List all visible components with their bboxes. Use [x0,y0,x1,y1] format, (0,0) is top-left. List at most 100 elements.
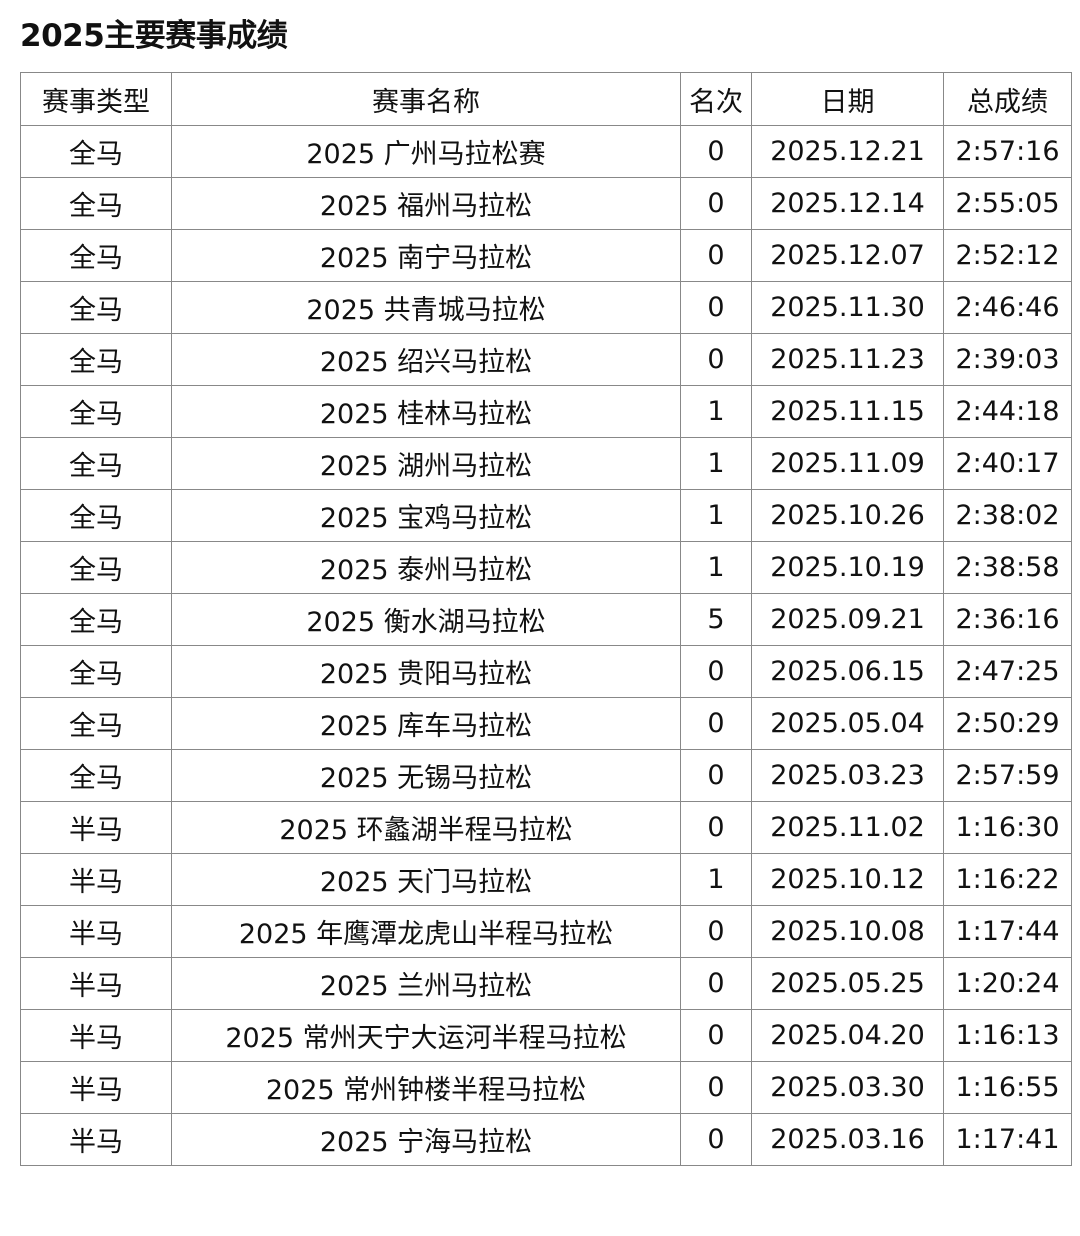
cell-date: 2025.06.15 [751,645,944,698]
column-header-date: 日期 [751,72,944,126]
cell-date: 2025.10.26 [751,489,944,542]
cell-race-type: 全马 [20,749,172,802]
cell-total-time: 2:47:25 [943,645,1072,698]
cell-race-type: 全马 [20,437,172,490]
table-row: 全马 2025 贵阳马拉松 0 2025.06.15 2:47:25 [20,645,1072,698]
cell-race-name: 2025 宁海马拉松 [171,1113,681,1166]
cell-total-time: 1:16:13 [943,1009,1072,1062]
table-row: 全马 2025 衡水湖马拉松 5 2025.09.21 2:36:16 [20,593,1072,646]
cell-race-type: 全马 [20,229,172,282]
cell-date: 2025.03.23 [751,749,944,802]
table-header-row: 赛事类型 赛事名称 名次 日期 总成绩 [20,72,1072,126]
cell-race-type: 半马 [20,957,172,1010]
table-row: 全马 2025 宝鸡马拉松 1 2025.10.26 2:38:02 [20,489,1072,542]
table-row: 全马 2025 泰州马拉松 1 2025.10.19 2:38:58 [20,541,1072,594]
cell-date: 2025.12.21 [751,125,944,178]
cell-rank: 0 [680,957,752,1010]
table-row: 半马 2025 兰州马拉松 0 2025.05.25 1:20:24 [20,957,1072,1010]
cell-date: 2025.12.07 [751,229,944,282]
cell-total-time: 2:39:03 [943,333,1072,386]
cell-race-type: 全马 [20,177,172,230]
cell-total-time: 2:50:29 [943,697,1072,750]
table-row: 全马 2025 无锡马拉松 0 2025.03.23 2:57:59 [20,749,1072,802]
cell-race-type: 全马 [20,697,172,750]
cell-race-type: 全马 [20,281,172,334]
table-row: 全马 2025 共青城马拉松 0 2025.11.30 2:46:46 [20,281,1072,334]
table-row: 半马 2025 环蠡湖半程马拉松 0 2025.11.02 1:16:30 [20,801,1072,854]
page-title: 2025主要赛事成绩 [20,18,288,54]
cell-total-time: 1:16:22 [943,853,1072,906]
cell-date: 2025.12.14 [751,177,944,230]
cell-rank: 5 [680,593,752,646]
cell-rank: 1 [680,437,752,490]
cell-race-name: 2025 广州马拉松赛 [171,125,681,178]
cell-race-name: 2025 湖州马拉松 [171,437,681,490]
cell-rank: 0 [680,645,752,698]
cell-rank: 0 [680,177,752,230]
cell-race-type: 全马 [20,489,172,542]
cell-race-name: 2025 兰州马拉松 [171,957,681,1010]
cell-total-time: 1:17:41 [943,1113,1072,1166]
table-row: 半马 2025 常州钟楼半程马拉松 0 2025.03.30 1:16:55 [20,1061,1072,1114]
cell-race-name: 2025 桂林马拉松 [171,385,681,438]
cell-date: 2025.10.08 [751,905,944,958]
cell-race-name: 2025 常州天宁大运河半程马拉松 [171,1009,681,1062]
cell-total-time: 2:36:16 [943,593,1072,646]
cell-total-time: 1:20:24 [943,957,1072,1010]
table-row: 全马 2025 库车马拉松 0 2025.05.04 2:50:29 [20,697,1072,750]
cell-total-time: 2:44:18 [943,385,1072,438]
cell-race-type: 半马 [20,801,172,854]
cell-rank: 1 [680,541,752,594]
table-row: 半马 2025 年鹰潭龙虎山半程马拉松 0 2025.10.08 1:17:44 [20,905,1072,958]
cell-total-time: 2:55:05 [943,177,1072,230]
cell-date: 2025.03.16 [751,1113,944,1166]
cell-rank: 0 [680,229,752,282]
cell-race-type: 半马 [20,853,172,906]
cell-race-type: 全马 [20,593,172,646]
table-row: 全马 2025 南宁马拉松 0 2025.12.07 2:52:12 [20,229,1072,282]
cell-date: 2025.11.02 [751,801,944,854]
cell-race-type: 全马 [20,645,172,698]
cell-rank: 0 [680,697,752,750]
results-table: 赛事类型 赛事名称 名次 日期 总成绩 全马 2025 广州马拉松赛 0 2025.12.21… [20,72,1072,1166]
cell-rank: 0 [680,1113,752,1166]
cell-rank: 0 [680,125,752,178]
cell-race-name: 2025 常州钟楼半程马拉松 [171,1061,681,1114]
cell-race-name: 2025 福州马拉松 [171,177,681,230]
cell-race-name: 2025 衡水湖马拉松 [171,593,681,646]
cell-race-type: 半马 [20,1113,172,1166]
column-header-race-type: 赛事类型 [20,72,172,126]
cell-date: 2025.11.30 [751,281,944,334]
table-row: 半马 2025 宁海马拉松 0 2025.03.16 1:17:41 [20,1113,1072,1166]
cell-race-type: 全马 [20,125,172,178]
column-header-total-time: 总成绩 [943,72,1072,126]
cell-race-name: 2025 无锡马拉松 [171,749,681,802]
cell-total-time: 1:16:55 [943,1061,1072,1114]
cell-date: 2025.10.19 [751,541,944,594]
table-row: 半马 2025 常州天宁大运河半程马拉松 0 2025.04.20 1:16:13 [20,1009,1072,1062]
cell-race-name: 2025 共青城马拉松 [171,281,681,334]
table-row: 全马 2025 绍兴马拉松 0 2025.11.23 2:39:03 [20,333,1072,386]
cell-total-time: 1:16:30 [943,801,1072,854]
column-header-rank: 名次 [680,72,752,126]
cell-race-type: 全马 [20,541,172,594]
cell-date: 2025.10.12 [751,853,944,906]
cell-total-time: 2:57:16 [943,125,1072,178]
cell-race-name: 2025 贵阳马拉松 [171,645,681,698]
cell-race-type: 半马 [20,905,172,958]
cell-total-time: 2:57:59 [943,749,1072,802]
table-row: 全马 2025 福州马拉松 0 2025.12.14 2:55:05 [20,177,1072,230]
cell-date: 2025.09.21 [751,593,944,646]
cell-total-time: 2:38:58 [943,541,1072,594]
cell-total-time: 2:40:17 [943,437,1072,490]
cell-race-name: 2025 环蠡湖半程马拉松 [171,801,681,854]
cell-total-time: 2:52:12 [943,229,1072,282]
cell-date: 2025.05.25 [751,957,944,1010]
table-row: 全马 2025 桂林马拉松 1 2025.11.15 2:44:18 [20,385,1072,438]
cell-race-type: 全马 [20,333,172,386]
cell-rank: 1 [680,489,752,542]
cell-date: 2025.11.23 [751,333,944,386]
cell-race-name: 2025 年鹰潭龙虎山半程马拉松 [171,905,681,958]
cell-race-type: 全马 [20,385,172,438]
cell-race-type: 半马 [20,1061,172,1114]
